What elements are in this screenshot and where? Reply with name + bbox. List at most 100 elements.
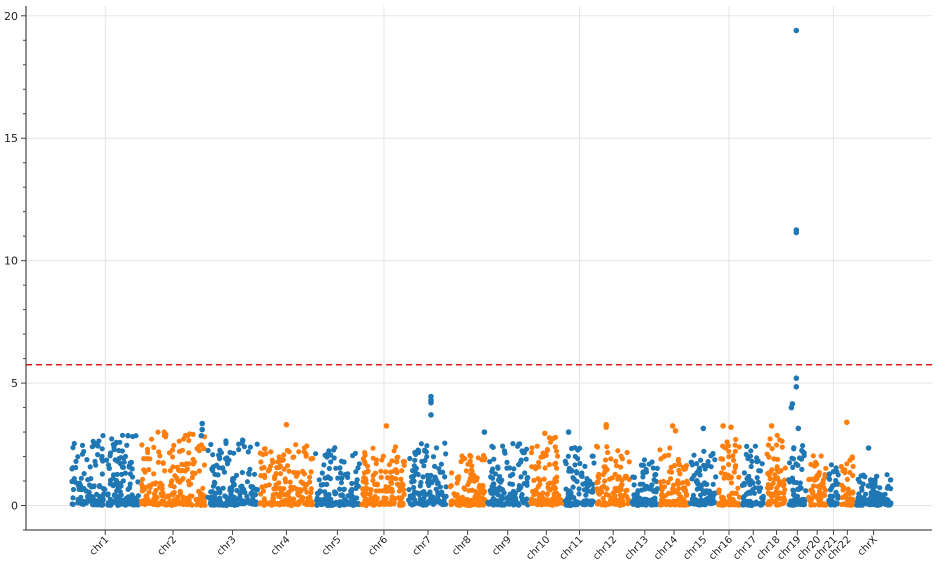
snp-point — [635, 488, 641, 494]
snp-point — [495, 499, 501, 505]
snp-point — [710, 450, 716, 457]
snp-point — [91, 483, 97, 489]
snp-point — [443, 451, 449, 457]
snp-point — [307, 474, 313, 480]
snp-point — [156, 449, 162, 455]
snp-point — [768, 499, 775, 505]
snp-point — [859, 487, 865, 493]
snp-point — [607, 476, 613, 482]
snp-point — [551, 498, 557, 504]
snp-point — [231, 494, 237, 500]
snp-point — [119, 497, 125, 503]
snp-point — [401, 491, 407, 497]
snp-point — [732, 442, 738, 448]
snp-point — [554, 490, 560, 496]
snp-point — [411, 478, 417, 484]
snp-point — [265, 468, 271, 474]
snp-point — [214, 462, 220, 468]
snp-point — [338, 470, 344, 476]
snp-point — [706, 488, 713, 494]
snp-point — [345, 471, 351, 477]
snp-point — [304, 499, 310, 505]
snp-point — [537, 477, 543, 483]
snp-point — [113, 439, 119, 445]
snp-point — [765, 470, 771, 477]
snp-point — [589, 489, 596, 495]
snp-point — [529, 445, 535, 451]
snp-point — [847, 469, 853, 476]
snp-point — [276, 480, 282, 486]
snp-point — [321, 462, 327, 468]
snp-point — [728, 474, 735, 480]
snp-point — [440, 469, 446, 475]
snp-point — [107, 481, 113, 487]
snp-point — [856, 502, 862, 508]
snp-point — [394, 459, 400, 465]
snp-point — [584, 476, 590, 482]
snp-point — [353, 469, 359, 475]
snp-point — [111, 481, 117, 487]
snp-point — [675, 486, 681, 492]
snp-point — [652, 472, 658, 478]
snp-point — [112, 457, 118, 463]
snp-point — [433, 445, 440, 451]
snp-point — [176, 448, 183, 455]
snp-point — [360, 486, 366, 492]
snp-point — [779, 438, 785, 444]
snp-point — [449, 470, 455, 476]
snp-point — [596, 487, 602, 493]
snp-point — [834, 469, 840, 475]
snp-point — [800, 443, 806, 449]
snp-point — [603, 424, 609, 431]
snp-point — [328, 459, 334, 465]
snp-point — [658, 456, 664, 462]
snp-point — [233, 472, 240, 478]
snp-point — [877, 485, 883, 491]
snp-point — [736, 494, 743, 500]
snp-point — [362, 450, 368, 456]
snp-point — [595, 473, 601, 480]
snp-point — [151, 444, 157, 450]
chromosome-label: chr4 — [269, 534, 293, 558]
snp-point — [362, 460, 368, 467]
snp-point — [728, 501, 734, 507]
snp-point — [774, 493, 780, 500]
snp-point — [659, 493, 665, 499]
snp-point — [729, 490, 735, 496]
snp-point — [335, 475, 341, 481]
snp-point — [685, 481, 691, 487]
snp-point — [101, 491, 107, 497]
snp-point — [733, 490, 739, 496]
snp-point — [386, 462, 392, 468]
snp-point — [116, 447, 122, 454]
snp-point — [262, 472, 268, 478]
snp-point — [860, 501, 866, 507]
snp-point — [259, 484, 265, 490]
snp-point — [782, 487, 788, 493]
snp-point — [220, 485, 226, 491]
snp-point — [793, 229, 800, 236]
snp-point — [665, 479, 671, 486]
snp-point — [577, 460, 583, 467]
snp-point — [712, 457, 718, 463]
snp-point — [481, 452, 487, 459]
chromosome-label: chrX — [856, 534, 880, 558]
snp-point — [456, 474, 462, 480]
snp-point — [772, 472, 778, 478]
snp-point — [791, 446, 797, 452]
snp-point — [432, 463, 438, 469]
snp-point — [845, 501, 851, 507]
snp-point — [702, 466, 708, 472]
snp-point — [270, 496, 277, 502]
snp-point — [475, 502, 481, 508]
snp-point — [399, 502, 405, 508]
snp-point — [159, 486, 165, 492]
snp-point — [383, 484, 389, 490]
snp-point — [399, 468, 405, 474]
snp-point — [512, 490, 519, 496]
chromosome-label: chr15 — [681, 534, 709, 562]
snp-point — [770, 480, 776, 486]
snp-point — [70, 445, 76, 451]
snp-point — [81, 448, 87, 455]
snp-point — [409, 493, 415, 500]
